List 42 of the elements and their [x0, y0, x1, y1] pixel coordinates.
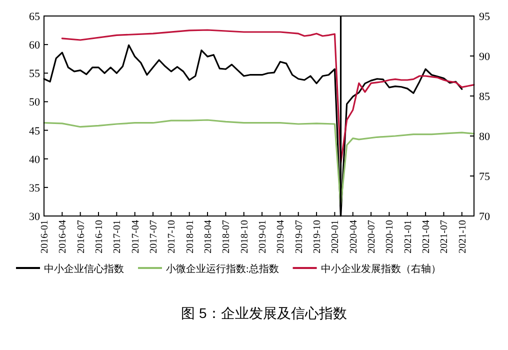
- text: 图 5：企业发展及信心指数: [181, 305, 347, 321]
- y-tick-label: 55: [29, 68, 40, 80]
- y-tick-label: 40: [29, 154, 40, 166]
- x-tick-label: 2017-04: [130, 220, 142, 254]
- x-tick-label: 2019-04: [276, 220, 287, 254]
- y2-tick-label: 90: [479, 51, 490, 63]
- x-tick-label: 2020-04: [348, 220, 360, 254]
- y-tick-label: 65: [29, 11, 40, 23]
- y-tick-label: 35: [29, 182, 40, 194]
- y-tick-label: 60: [29, 40, 40, 52]
- x-tick-label: 2018-10: [239, 220, 250, 254]
- y2-tick-label: 95: [479, 11, 490, 23]
- x-tick-label: 2016-07: [76, 220, 87, 254]
- x-tick-label: 2021-01: [402, 220, 414, 254]
- x-tick-label: 2018-07: [221, 220, 232, 254]
- x-tick-label: 2017-01: [112, 220, 124, 254]
- x-tick-label: 2016-10: [94, 220, 106, 254]
- x-tick-label: 2017-10: [166, 220, 178, 254]
- legend-label: 小微企业运行指数:总指数: [166, 263, 279, 275]
- x-tick-label: 2019-10: [312, 220, 324, 254]
- x-tick-label: 2021-04: [421, 220, 432, 254]
- x-tick-label: 2020-10: [384, 220, 396, 254]
- y2-tick-label: 85: [479, 91, 490, 103]
- x-tick-label: 2016-01: [40, 220, 50, 254]
- x-tick-label: 2017-07: [148, 220, 160, 254]
- y2-tick-label: 75: [479, 171, 490, 183]
- x-tick-label: 2019-01: [258, 220, 269, 254]
- x-tick-label: 2021-10: [457, 220, 468, 254]
- x-tick-label: 2020-01: [330, 220, 342, 254]
- y-tick-label: 50: [29, 96, 40, 109]
- y-tick-label: 45: [29, 125, 40, 138]
- x-tick-label: 2018-01: [184, 220, 196, 254]
- x-tick-label: 2020-07: [366, 220, 378, 254]
- x-tick-label: 2016-04: [58, 220, 69, 254]
- legend-label: 中小企业信心指数: [44, 263, 124, 275]
- x-tick-label: 2018-04: [203, 220, 214, 254]
- y2-tick-label: 80: [479, 131, 490, 143]
- y-tick-label: 30: [29, 211, 40, 223]
- x-tick-label: 2021-07: [439, 220, 450, 254]
- legend-label: 中小企业发展指数（右轴）: [320, 263, 441, 275]
- y2-tick-label: 70: [479, 211, 490, 223]
- x-tick-label: 2019-07: [294, 220, 305, 254]
